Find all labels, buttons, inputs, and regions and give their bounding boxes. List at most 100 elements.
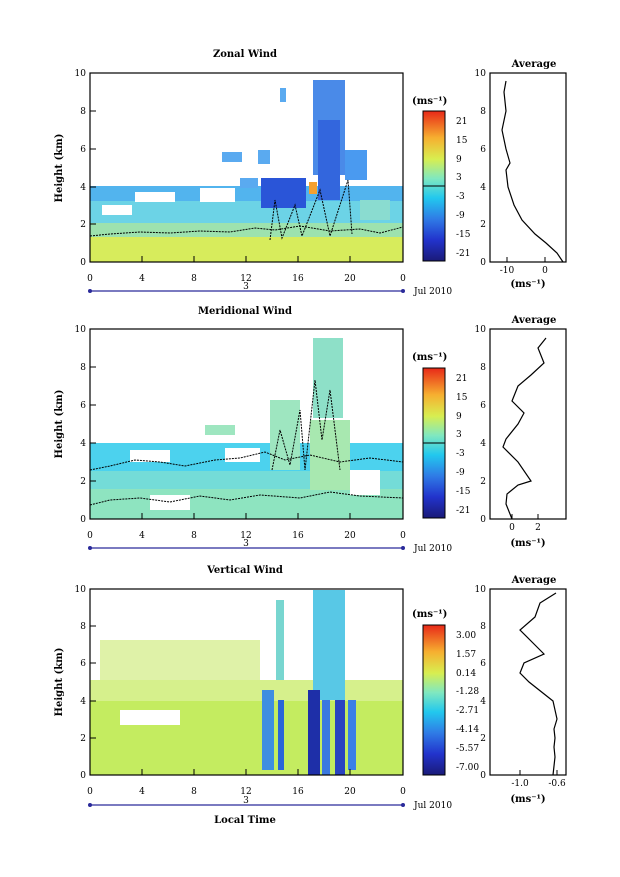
colorbar: (ms⁻¹) 21 15 9 3 -3 -9 -15 -21 xyxy=(412,352,471,519)
panel-vertical: Vertical Wind 0 2 4 6 xyxy=(54,565,567,826)
avg-x-tick-label: 2 xyxy=(535,523,541,533)
y-tick-label: 6 xyxy=(80,659,86,669)
y-tick-label: 2 xyxy=(80,477,86,487)
y-tick-label: 10 xyxy=(75,585,87,595)
panel-meridional: Meridional Wind 0 2 4 xyxy=(54,306,567,554)
x-tick-label: 0 xyxy=(87,787,93,797)
y-axis-ticks: 0 2 4 6 8 10 xyxy=(75,69,96,268)
y-tick-label: 8 xyxy=(80,622,86,632)
x-tick-label: 16 xyxy=(292,531,304,541)
x-tick-label: 0 xyxy=(400,531,406,541)
colorbar-tick: -9 xyxy=(456,211,465,221)
y-tick-label: 6 xyxy=(480,659,486,669)
y-tick-label: 10 xyxy=(75,69,87,79)
x-tick-label: 12 xyxy=(240,787,251,797)
y-tick-label: 8 xyxy=(480,107,486,117)
date-marker xyxy=(88,546,92,550)
x-tick-label: 8 xyxy=(191,787,197,797)
avg-x-tick-label: 0 xyxy=(509,523,515,533)
heat-patch xyxy=(350,470,380,495)
colorbar-tick: 1.57 xyxy=(456,650,476,660)
x-tick-label: 4 xyxy=(139,274,145,284)
y-tick-label: 4 xyxy=(480,183,486,193)
average-line xyxy=(501,80,564,263)
panel-title: Meridional Wind xyxy=(198,306,292,317)
x-tick-label: 12 xyxy=(240,274,251,284)
day-label: 3 xyxy=(243,539,249,549)
avg-x-tick-label: 0 xyxy=(542,266,548,276)
heat-patch xyxy=(348,700,356,770)
y-tick-label: 8 xyxy=(80,363,86,373)
y-axis-label: Height (km) xyxy=(54,390,65,459)
average-title: Average xyxy=(511,59,557,70)
average-frame xyxy=(489,588,567,776)
heat-patch xyxy=(258,150,270,164)
x-tick-label: 12 xyxy=(240,531,251,541)
heat-patch xyxy=(261,178,306,208)
colorbar: (ms⁻¹) 21 15 9 3 -3 -9 -15 -21 xyxy=(412,96,471,262)
zero-contour xyxy=(89,491,404,506)
heat-patch xyxy=(222,152,242,162)
x-axis-ticks: 0 4 8 12 16 20 0 xyxy=(87,513,406,541)
heat-patch xyxy=(130,450,170,462)
heat-patch xyxy=(262,690,274,770)
month-label: Jul 2010 xyxy=(413,801,452,811)
y-axis-label: Height (km) xyxy=(54,648,65,717)
heat-patch xyxy=(102,205,132,215)
y-tick-label: 0 xyxy=(480,771,486,781)
avg-x-label: (ms⁻¹) xyxy=(510,538,545,549)
date-bar: 3 Jul 2010 xyxy=(88,796,452,811)
colorbar-unit: (ms⁻¹) xyxy=(412,609,447,620)
y-tick-label: 10 xyxy=(75,325,87,335)
x-tick-label: 16 xyxy=(292,787,304,797)
heat-patch xyxy=(100,640,260,680)
colorbar-unit: (ms⁻¹) xyxy=(412,96,447,107)
heat-patch xyxy=(345,150,367,180)
y-tick-label: 4 xyxy=(80,697,86,707)
y-axis-label: Height (km) xyxy=(54,134,65,203)
y-tick-label: 2 xyxy=(480,734,486,744)
colorbar-tick: 9 xyxy=(456,412,462,422)
heat-patch xyxy=(276,600,284,680)
y-tick-label: 8 xyxy=(480,622,486,632)
colorbar-tick: 15 xyxy=(456,393,468,403)
heatmap-meridional xyxy=(89,338,404,519)
day-label: 3 xyxy=(243,282,249,292)
date-marker xyxy=(401,803,405,807)
date-bar: 3 Jul 2010 xyxy=(88,539,452,554)
y-tick-label: 6 xyxy=(80,401,86,411)
y-tick-label: 8 xyxy=(480,363,486,373)
x-tick-label: 8 xyxy=(191,274,197,284)
colorbar-tick: -15 xyxy=(456,487,471,497)
colorbar-tick: -5.57 xyxy=(456,744,479,754)
colorbar-tick: 3.00 xyxy=(456,631,476,641)
x-tick-label: 20 xyxy=(344,787,356,797)
heat-patch xyxy=(200,188,235,202)
y-tick-label: 0 xyxy=(480,258,486,268)
x-axis-label: Local Time xyxy=(214,815,276,826)
x-axis-ticks: 0 4 8 12 16 20 0 xyxy=(87,256,406,284)
heat-patch xyxy=(308,690,320,775)
heat-patch xyxy=(313,338,343,418)
y-tick-label: 10 xyxy=(475,585,487,595)
heat-patch xyxy=(135,192,175,202)
colorbar-tick: -9 xyxy=(456,468,465,478)
y-tick-label: 4 xyxy=(80,183,86,193)
y-tick-label: 6 xyxy=(480,145,486,155)
x-tick-label: 4 xyxy=(139,787,145,797)
colorbar: (ms⁻¹) 3.00 1.57 0.14 -1.28 -2.71 -4.14 … xyxy=(412,609,479,776)
heat-patch xyxy=(335,700,345,775)
y-tick-label: 0 xyxy=(480,515,486,525)
y-tick-label: 2 xyxy=(480,477,486,487)
heat-patch xyxy=(280,88,286,102)
heat-patch xyxy=(360,200,390,220)
y-tick-label: 0 xyxy=(80,771,86,781)
y-tick-label: 4 xyxy=(480,697,486,707)
panel-title: Vertical Wind xyxy=(206,565,283,576)
date-marker xyxy=(401,289,405,293)
heat-patch xyxy=(278,700,284,770)
colorbar-tick: -3 xyxy=(456,449,465,459)
heat-patch xyxy=(240,178,258,188)
colorbar-tick: -21 xyxy=(456,506,471,516)
